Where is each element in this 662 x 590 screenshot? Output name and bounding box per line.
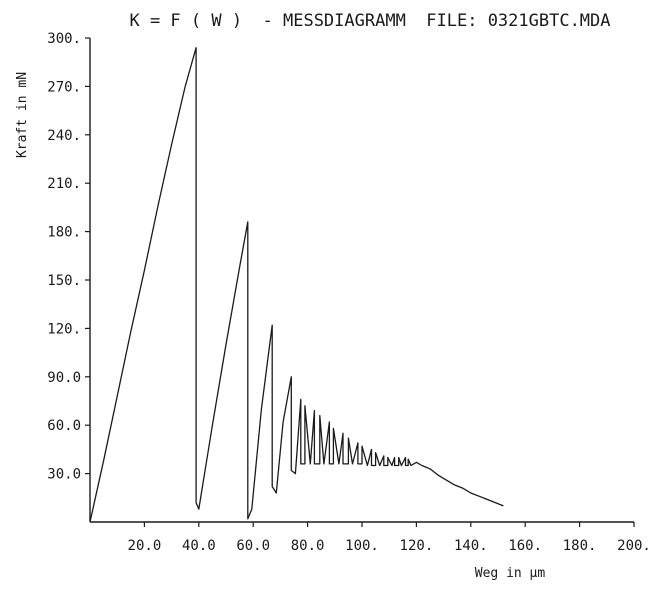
x-tick-label: 20.0	[128, 538, 162, 554]
x-tick-label: 200.	[617, 538, 651, 554]
x-tick-label: 40.0	[182, 538, 216, 554]
y-tick-label: 180.	[47, 225, 81, 241]
x-tick-label: 180.	[563, 538, 597, 554]
y-tick-label: 60.0	[47, 418, 81, 434]
x-tick-label: 100.	[345, 538, 379, 554]
x-tick-label: 60.0	[236, 538, 270, 554]
series-line	[89, 47, 504, 523]
y-tick-label: 300.	[47, 31, 81, 47]
x-axis-label: Weg in µm	[475, 566, 546, 581]
y-tick-label: 150.	[47, 273, 81, 289]
y-tick-label: 120.	[47, 321, 81, 337]
x-tick-label: 160.	[508, 538, 542, 554]
x-tick-label: 120.	[400, 538, 434, 554]
x-tick-label: 80.0	[291, 538, 325, 554]
y-tick-label: 90.0	[47, 370, 81, 386]
y-tick-label: 30.0	[47, 467, 81, 483]
y-axis-label: Kraft in mN	[15, 72, 30, 158]
chart-title: K = F ( W ) - MESSDIAGRAMM FILE: 0321GBT…	[129, 11, 610, 31]
x-tick-label: 140.	[454, 538, 488, 554]
y-tick-label: 240.	[47, 128, 81, 144]
y-tick-label: 210.	[47, 176, 81, 192]
y-tick-label: 270.	[47, 79, 81, 95]
